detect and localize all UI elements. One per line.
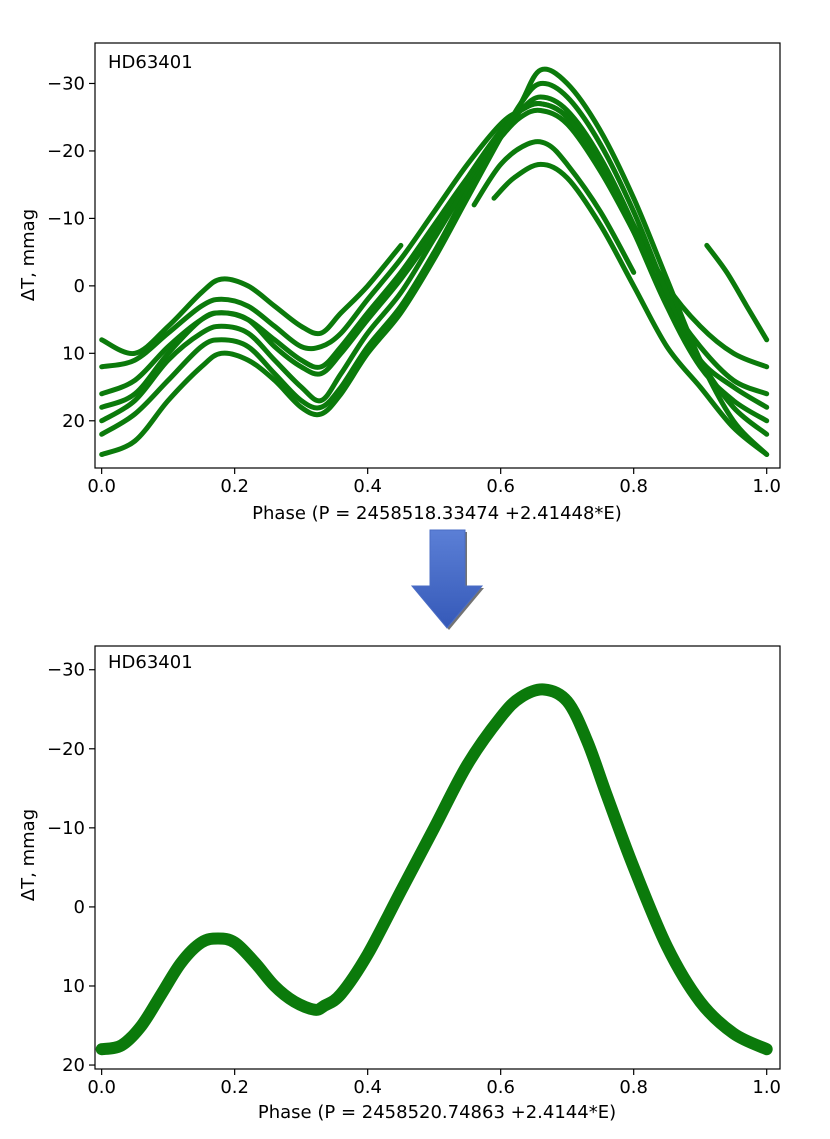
- down-arrow-icon: [410, 529, 484, 630]
- top-chart-xlabel: Phase (P = 2458518.33474 +2.41448*E): [252, 503, 622, 524]
- top-series-8: [491, 161, 770, 457]
- top-xtick-label: 1.0: [752, 476, 781, 497]
- bottom-phase-chart: 0.0 0.2 0.4 0.6 0.8 1.0 −30 −20 −10 0 10 20 HD63401…: [18, 645, 781, 1123]
- bottom-plot-frame: [94, 645, 781, 1070]
- bottom-ytick-label: −20: [47, 739, 85, 760]
- top-chart-ticks: 0.0 0.2 0.4 0.6 0.8 1.0 −30 −20 −10 0 10 20: [47, 73, 781, 497]
- top-xtick-label: 0.2: [220, 476, 249, 497]
- top-ytick-label: 0: [74, 276, 85, 297]
- top-phase-chart: 0.0 0.2 0.4 0.6 0.8 1.0 −30 −20 −10 0 10 20 HD63401…: [18, 42, 781, 524]
- bottom-chart-marks: [95, 683, 773, 1056]
- top-xtick-label: 0.0: [87, 476, 116, 497]
- top-chart-marks: [99, 66, 770, 457]
- bottom-ytick-label: −30: [47, 660, 85, 681]
- bottom-xtick-label: 0.8: [619, 1077, 648, 1098]
- top-chart-title: HD63401: [108, 52, 193, 73]
- top-series-6: [99, 80, 770, 437]
- bottom-xtick-label: 0.6: [486, 1077, 515, 1098]
- top-series-9: [471, 139, 637, 275]
- bottom-chart-ticks: 0.0 0.2 0.4 0.6 0.8 1.0 −30 −20 −10 0 10 20: [47, 660, 781, 1098]
- top-series-7: [99, 66, 770, 457]
- top-series-1: [99, 242, 404, 356]
- top-ytick-label: 20: [62, 411, 85, 432]
- bottom-series-1: [95, 683, 773, 1056]
- bottom-chart-title: HD63401: [108, 652, 193, 673]
- top-chart-ylabel: ΔT, mmag: [18, 209, 39, 301]
- top-xtick-label: 0.6: [486, 476, 515, 497]
- bottom-xtick-label: 0.0: [87, 1077, 116, 1098]
- top-series-5: [99, 94, 770, 424]
- top-xtick-label: 0.4: [353, 476, 382, 497]
- top-plot-frame: [94, 42, 781, 469]
- bottom-xtick-label: 0.2: [220, 1077, 249, 1098]
- bottom-chart-ylabel: ΔT, mmag: [18, 809, 39, 901]
- bottom-ytick-label: 20: [62, 1055, 85, 1076]
- bottom-chart-xlabel: Phase (P = 2458520.74863 +2.4144*E): [258, 1102, 616, 1123]
- bottom-ytick-label: 10: [62, 976, 85, 997]
- top-xtick-label: 0.8: [619, 476, 648, 497]
- top-ytick-label: −20: [47, 141, 85, 162]
- bottom-xtick-label: 1.0: [752, 1077, 781, 1098]
- bottom-ytick-label: 0: [74, 897, 85, 918]
- top-ytick-label: 10: [62, 343, 85, 364]
- bottom-ytick-label: −10: [47, 818, 85, 839]
- bottom-xtick-label: 0.4: [353, 1077, 382, 1098]
- top-ytick-label: −30: [47, 73, 85, 94]
- top-ytick-label: −10: [47, 208, 85, 229]
- top-series-10: [704, 242, 770, 343]
